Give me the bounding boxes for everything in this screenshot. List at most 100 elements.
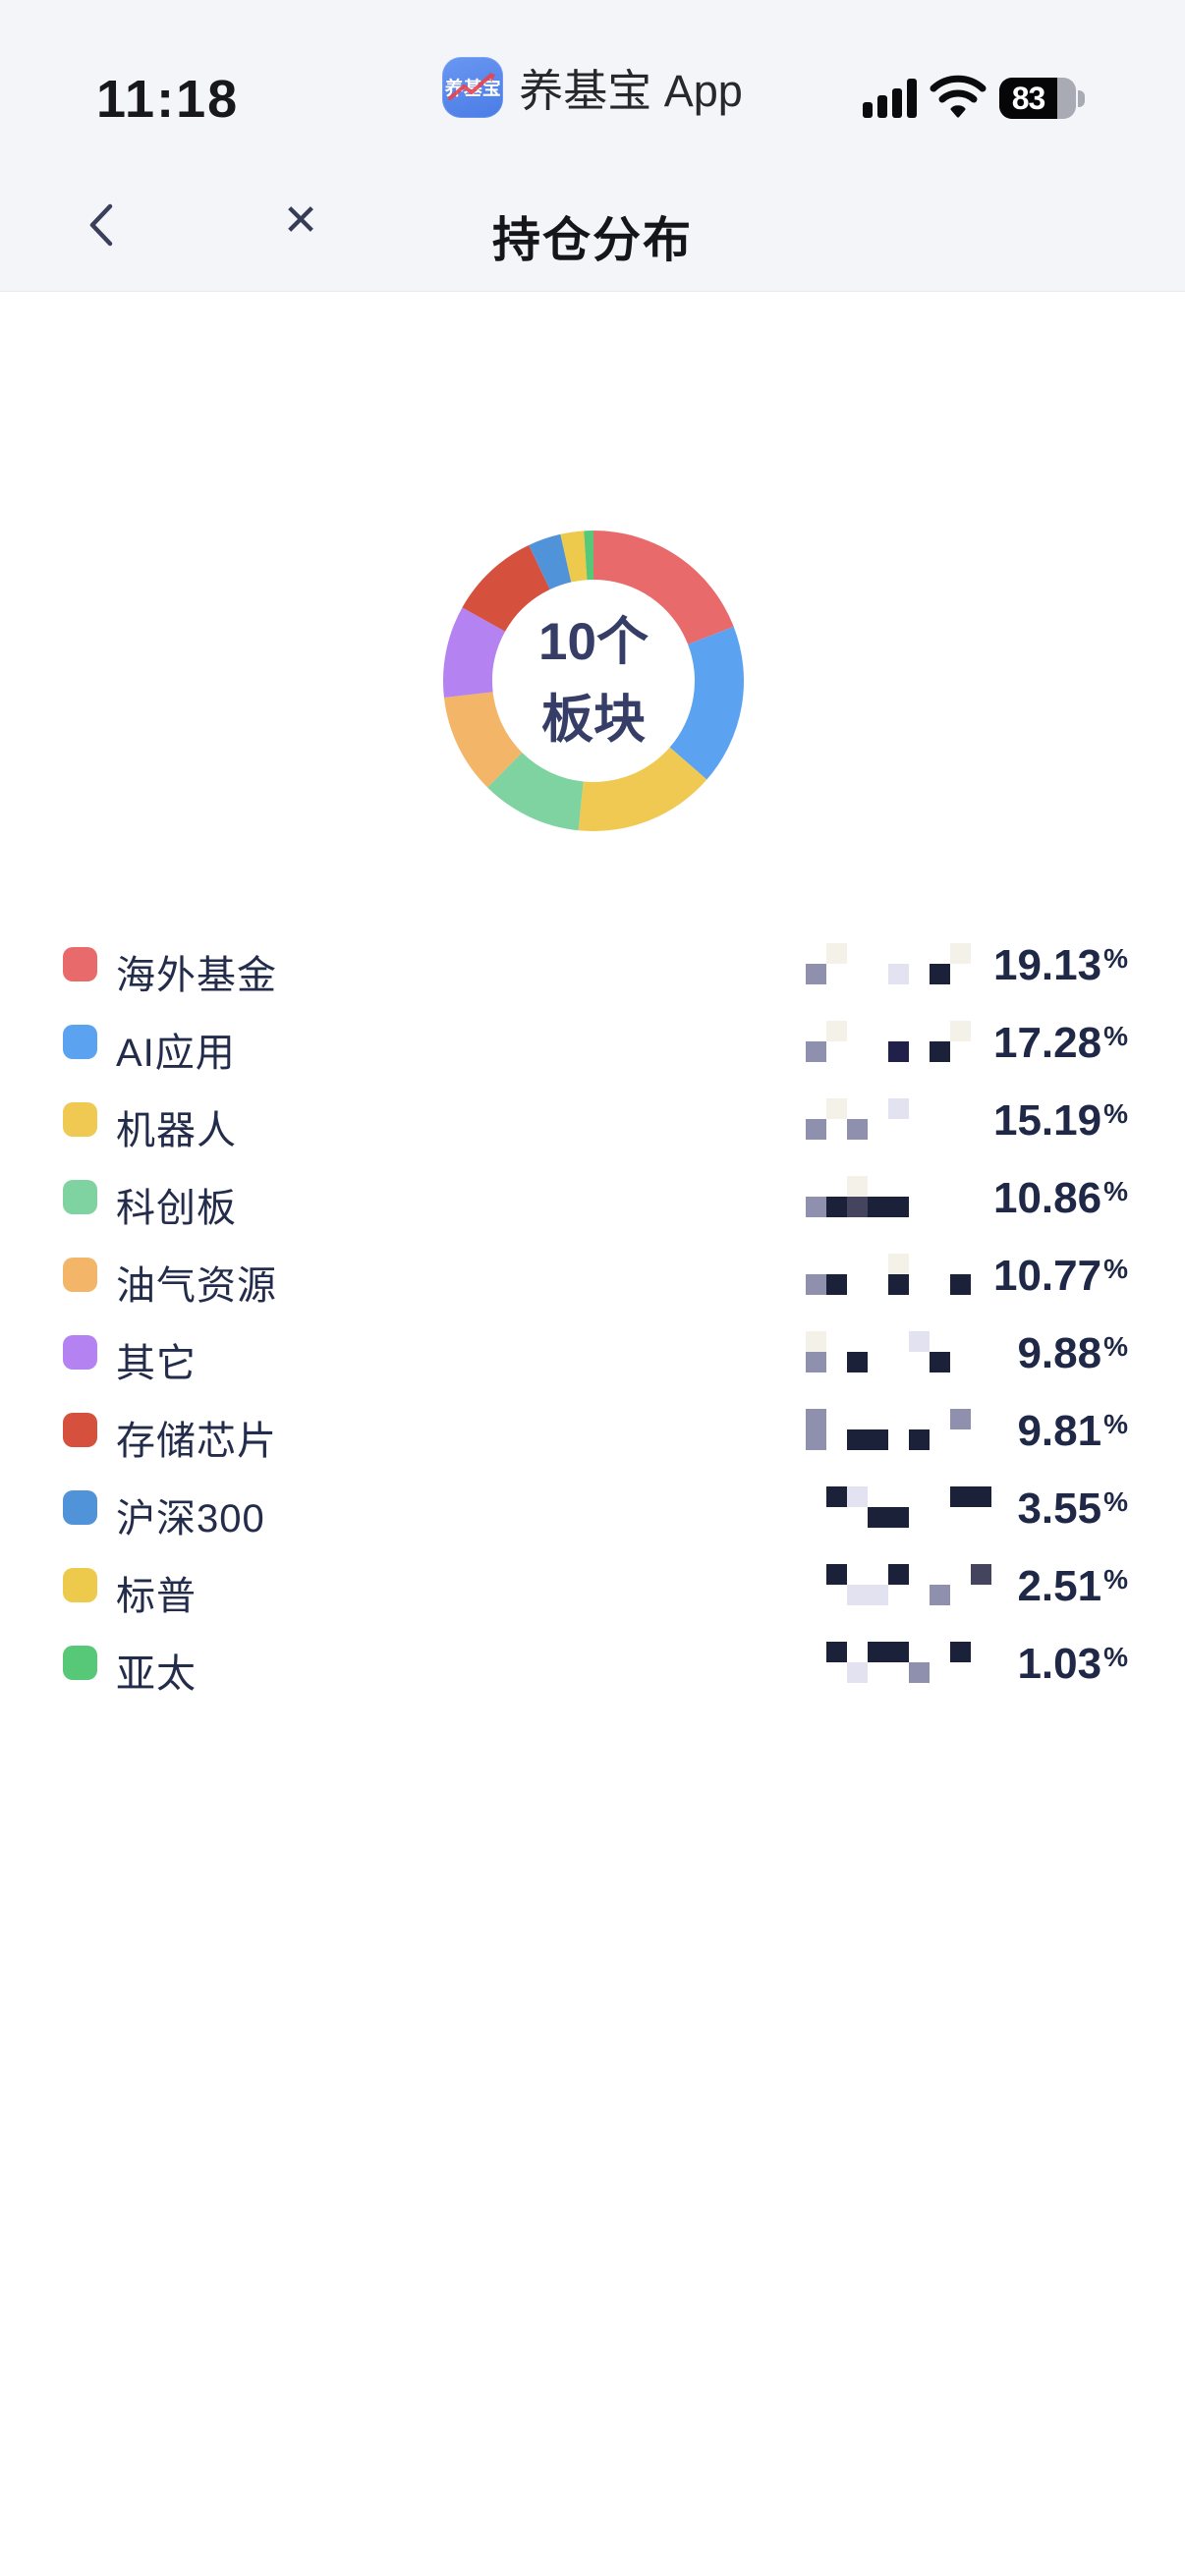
mosaic-cell [888, 1642, 909, 1662]
percent-sign: % [1103, 1564, 1128, 1595]
legend-label: 存储芯片 [116, 1420, 277, 1463]
status-icons: 83 [863, 75, 1085, 119]
mosaic-cell [909, 1331, 930, 1352]
mosaic-cell [950, 1642, 971, 1662]
legend-color-swatch [63, 1335, 97, 1370]
censored-value-mosaic [806, 1331, 1002, 1372]
percent-sign: % [1103, 1331, 1128, 1362]
donut-segment[interactable] [443, 692, 523, 788]
mosaic-cell [847, 1119, 868, 1140]
mosaic-cell [950, 943, 971, 964]
donut-segment[interactable] [578, 747, 707, 831]
censored-value-mosaic [806, 1564, 1002, 1605]
mosaic-cell [826, 1642, 847, 1662]
legend-percent: 15.19% [993, 1096, 1128, 1146]
censored-value-mosaic [806, 1642, 1002, 1683]
mosaic-cell [806, 1041, 826, 1062]
legend-label: 沪深300 [116, 1497, 265, 1540]
percent-sign: % [1103, 1409, 1128, 1439]
battery-icon: 83 [999, 78, 1085, 119]
mosaic-cell [888, 964, 909, 984]
donut-chart[interactable]: 10个 板块 [443, 531, 744, 831]
app-icon-trend-arrow-icon [448, 72, 496, 100]
mosaic-cell [806, 1352, 826, 1372]
legend-row[interactable]: 标普 2.51% [0, 1546, 1185, 1624]
legend-percent-number: 2.51 [1017, 1562, 1102, 1610]
legend-label: 标普 [116, 1575, 197, 1618]
legend-percent: 3.55% [1017, 1484, 1128, 1534]
legend-percent: 9.81% [1017, 1407, 1128, 1456]
percent-sign: % [1103, 1254, 1128, 1284]
percent-sign: % [1103, 1486, 1128, 1517]
legend-label: 其它 [116, 1342, 197, 1385]
mosaic-cell [868, 1197, 888, 1217]
mosaic-cell [826, 1564, 847, 1585]
legend-row[interactable]: 油气资源 10.77% [0, 1236, 1185, 1314]
donut-svg[interactable] [443, 531, 744, 831]
legend-row[interactable]: 沪深300 3.55% [0, 1469, 1185, 1546]
mosaic-cell [806, 1119, 826, 1140]
battery-tip [1078, 89, 1085, 107]
back-button[interactable] [83, 202, 122, 248]
mosaic-cell [950, 1409, 971, 1429]
legend-row[interactable]: 亚太 1.03% [0, 1624, 1185, 1702]
legend-row[interactable]: 存储芯片 9.81% [0, 1391, 1185, 1469]
cellular-signal-icon [863, 79, 917, 118]
percent-sign: % [1103, 1021, 1128, 1051]
mosaic-cell [847, 1197, 868, 1217]
legend-label: 海外基金 [116, 954, 277, 997]
legend-row[interactable]: 海外基金 19.13% [0, 925, 1185, 1003]
mosaic-cell [806, 964, 826, 984]
mosaic-cell [930, 1585, 950, 1605]
mosaic-cell [847, 1352, 868, 1372]
legend-percent-number: 9.81 [1017, 1407, 1102, 1455]
legend-row[interactable]: 科创板 10.86% [0, 1158, 1185, 1236]
legend-row[interactable]: AI应用 17.28% [0, 1003, 1185, 1081]
mosaic-cell [950, 1021, 971, 1041]
censored-value-mosaic [806, 1409, 1002, 1450]
legend-label: 亚太 [116, 1652, 197, 1696]
donut-segment[interactable] [593, 531, 734, 644]
mosaic-cell [888, 1254, 909, 1274]
legend-row[interactable]: 其它 9.88% [0, 1314, 1185, 1391]
mosaic-cell [888, 1274, 909, 1295]
mosaic-cell [950, 1486, 971, 1507]
legend-percent: 9.88% [1017, 1329, 1128, 1378]
mosaic-cell [888, 1041, 909, 1062]
legend-color-swatch [63, 1568, 97, 1602]
donut-segment[interactable] [584, 531, 594, 581]
close-button[interactable]: ✕ [282, 196, 319, 245]
censored-value-mosaic [806, 1021, 1002, 1062]
donut-segment[interactable] [669, 626, 744, 780]
donut-segment[interactable] [560, 531, 588, 583]
mosaic-cell [826, 1197, 847, 1217]
wifi-icon [930, 75, 987, 118]
mosaic-cell [888, 1098, 909, 1119]
mosaic-cell [847, 1585, 868, 1605]
mosaic-cell [888, 1564, 909, 1585]
donut-segment[interactable] [462, 544, 550, 632]
mosaic-cell [806, 1409, 826, 1429]
mosaic-cell [806, 1274, 826, 1295]
mosaic-cell [971, 1564, 991, 1585]
mosaic-cell [806, 1429, 826, 1450]
legend-color-swatch [63, 1646, 97, 1680]
legend-row[interactable]: 机器人 15.19% [0, 1081, 1185, 1158]
mosaic-cell [847, 1176, 868, 1197]
legend-percent-number: 15.19 [992, 1096, 1102, 1145]
censored-value-mosaic [806, 1254, 1002, 1295]
mosaic-cell [868, 1585, 888, 1605]
legend-percent-number: 19.13 [992, 941, 1102, 989]
donut-segment[interactable] [487, 753, 584, 831]
legend-color-swatch [63, 1025, 97, 1059]
legend-list: 海外基金 19.13% AI应用 17.28% 机器人 15.19% 科创板 10.86% 油气… [0, 925, 1185, 1702]
donut-segment[interactable] [443, 607, 506, 698]
legend-percent-number: 17.28 [992, 1019, 1102, 1067]
mosaic-cell [847, 1662, 868, 1683]
censored-value-mosaic [806, 943, 1002, 984]
mosaic-cell [888, 1507, 909, 1528]
mosaic-cell [826, 1021, 847, 1041]
censored-value-mosaic [806, 1486, 1002, 1528]
legend-color-swatch [63, 1258, 97, 1292]
donut-segment[interactable] [529, 533, 572, 590]
